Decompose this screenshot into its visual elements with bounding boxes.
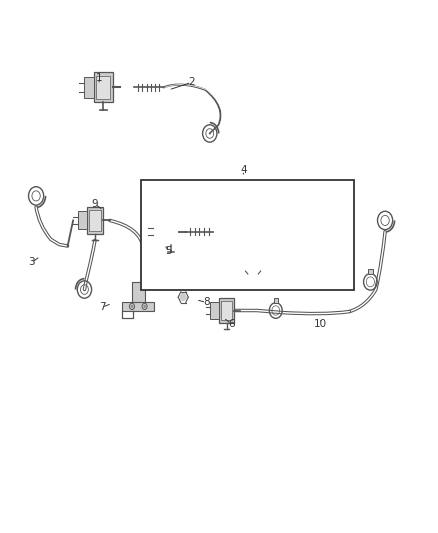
- Text: 3: 3: [28, 257, 35, 268]
- Text: 10: 10: [314, 319, 327, 329]
- Circle shape: [131, 305, 133, 308]
- Bar: [122, 302, 154, 311]
- FancyBboxPatch shape: [141, 180, 353, 289]
- Bar: [274, 298, 278, 303]
- Text: 2: 2: [188, 77, 195, 87]
- Bar: [94, 72, 113, 102]
- Text: 9: 9: [92, 199, 98, 209]
- Bar: [162, 218, 179, 245]
- Bar: [210, 302, 219, 319]
- Text: 4: 4: [240, 165, 247, 175]
- Circle shape: [180, 294, 186, 301]
- Bar: [219, 298, 234, 323]
- Bar: [96, 76, 110, 99]
- Bar: [84, 77, 94, 98]
- Bar: [89, 210, 101, 231]
- Text: 7: 7: [99, 302, 106, 312]
- Bar: [78, 212, 87, 229]
- Bar: [87, 207, 103, 233]
- Circle shape: [143, 305, 146, 308]
- Bar: [164, 221, 177, 242]
- Text: 5: 5: [165, 246, 172, 256]
- Bar: [221, 301, 232, 320]
- Bar: [368, 269, 373, 273]
- Text: 6: 6: [228, 319, 235, 329]
- Bar: [132, 282, 145, 305]
- Text: 8: 8: [203, 297, 210, 308]
- Text: 1: 1: [96, 73, 102, 83]
- Bar: [153, 222, 162, 241]
